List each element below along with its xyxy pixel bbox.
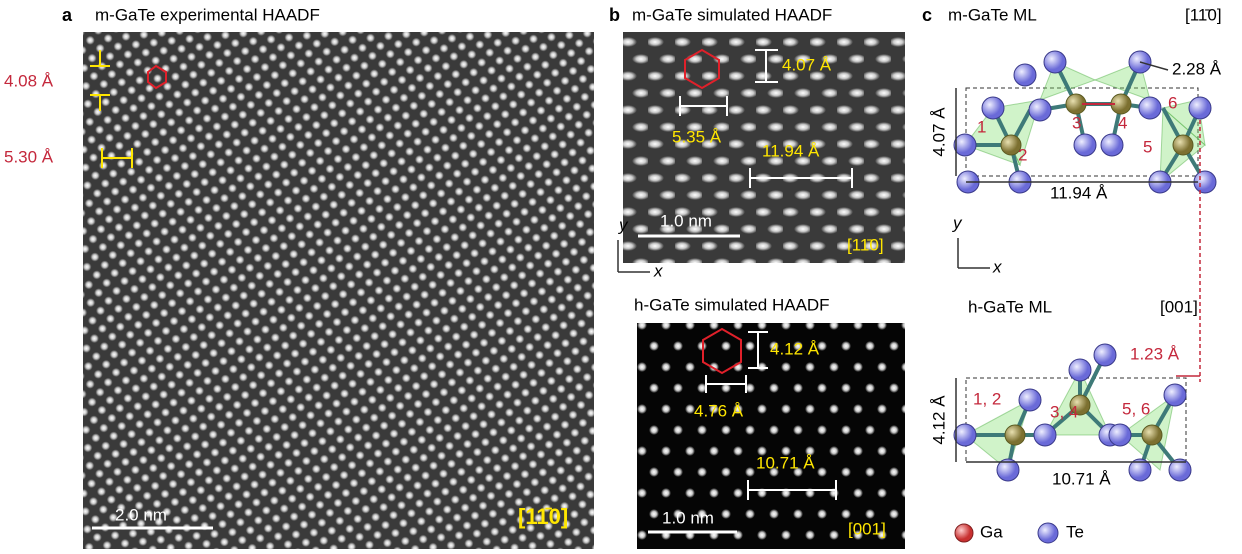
annotation: 11.94 Å xyxy=(762,141,820,160)
annotation: 4.07 Å xyxy=(929,107,948,157)
zone-axis: [11̄0] xyxy=(518,504,568,529)
panel-label: b xyxy=(609,5,620,25)
legend-swatch xyxy=(1038,523,1058,543)
panel-title: m-GaTe ML xyxy=(948,5,1037,24)
haadf-lattice xyxy=(83,32,594,549)
axis-label: x xyxy=(992,257,1002,276)
panel-title: h-GaTe ML xyxy=(968,297,1052,316)
annotation: 10.71 Å xyxy=(756,453,815,472)
figure: a m-GaTe experimental HAADF 4.08 Å 5.30 … xyxy=(0,0,1242,549)
site-number: 3, 4 xyxy=(1050,402,1078,421)
zone-axis: [001] xyxy=(848,519,886,538)
legend-label: Ga xyxy=(980,522,1003,541)
annotation: 4.12 Å xyxy=(770,339,820,358)
annotation: 4.76 Å xyxy=(694,401,744,420)
site-number: 1 xyxy=(977,117,986,136)
annotation: 4.07 Å xyxy=(782,55,832,74)
site-number: 5 xyxy=(1143,137,1152,156)
scale-bar-label: 1.0 nm xyxy=(660,211,712,230)
annotation: 10.71 Å xyxy=(1052,469,1111,488)
legend-label: Te xyxy=(1066,522,1084,541)
zone-axis: [11̄0] xyxy=(1185,5,1222,24)
panel-label: a xyxy=(62,5,73,25)
annotation: 11.94 Å xyxy=(1050,183,1108,202)
site-number: 3 xyxy=(1072,113,1081,132)
site-number: 4 xyxy=(1118,113,1127,132)
panel-title: m-GaTe simulated HAADF xyxy=(632,5,832,24)
panel-title: m-GaTe experimental HAADF xyxy=(95,5,320,24)
panel-title: h-GaTe simulated HAADF xyxy=(634,295,830,314)
axes-icon xyxy=(958,238,990,268)
axis-label: y xyxy=(952,213,963,232)
axis-label: y xyxy=(618,215,629,234)
annotation: 5.35 Å xyxy=(672,127,722,146)
legend-swatch xyxy=(955,524,973,542)
site-number: 6 xyxy=(1168,93,1177,112)
annotation: 5.30 Å xyxy=(4,147,54,166)
axis-label: x xyxy=(653,261,663,280)
zone-axis: [11̄0] xyxy=(847,235,884,254)
panel-label: c xyxy=(922,5,932,25)
scale-bar-label: 2.0 nm xyxy=(115,505,167,524)
annotation: 2.28 Å xyxy=(1172,59,1222,78)
site-number: 2 xyxy=(1018,145,1027,164)
annotation: 4.08 Å xyxy=(4,71,54,90)
scale-bar-label: 1.0 nm xyxy=(662,508,714,527)
site-number: 5, 6 xyxy=(1122,399,1150,418)
annotation: 1.23 Å xyxy=(1130,344,1180,363)
annotation: 4.12 Å xyxy=(929,395,948,445)
site-number: 1, 2 xyxy=(973,389,1001,408)
zone-axis: [001] xyxy=(1160,297,1198,316)
